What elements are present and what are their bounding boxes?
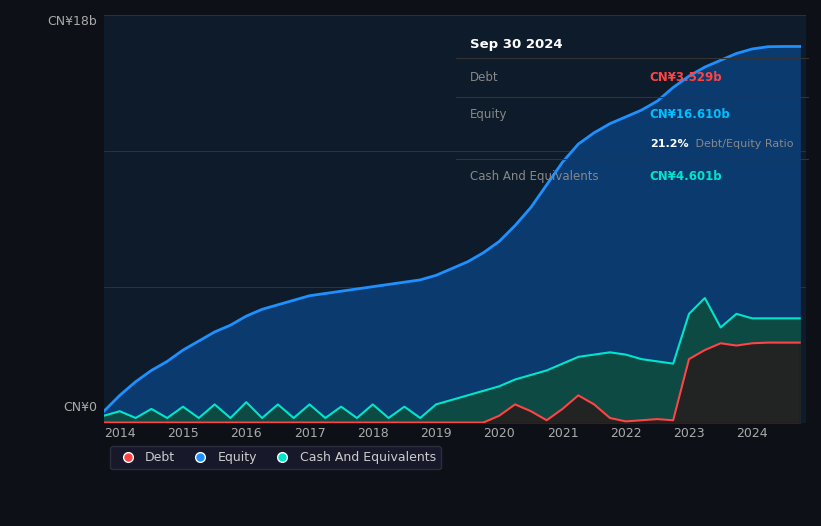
Text: Debt/Equity Ratio: Debt/Equity Ratio bbox=[692, 139, 794, 149]
Text: Equity: Equity bbox=[470, 108, 507, 121]
Text: Sep 30 2024: Sep 30 2024 bbox=[470, 38, 562, 51]
Text: CN¥3.529b: CN¥3.529b bbox=[650, 71, 722, 84]
Text: CN¥0: CN¥0 bbox=[63, 401, 97, 414]
Text: Cash And Equivalents: Cash And Equivalents bbox=[470, 170, 599, 184]
Text: 21.2%: 21.2% bbox=[650, 139, 689, 149]
Text: CN¥16.610b: CN¥16.610b bbox=[650, 108, 731, 121]
Text: Debt: Debt bbox=[470, 71, 498, 84]
Legend: Debt, Equity, Cash And Equivalents: Debt, Equity, Cash And Equivalents bbox=[110, 446, 441, 469]
Text: CN¥18b: CN¥18b bbox=[47, 15, 97, 28]
Text: CN¥4.601b: CN¥4.601b bbox=[650, 170, 722, 184]
